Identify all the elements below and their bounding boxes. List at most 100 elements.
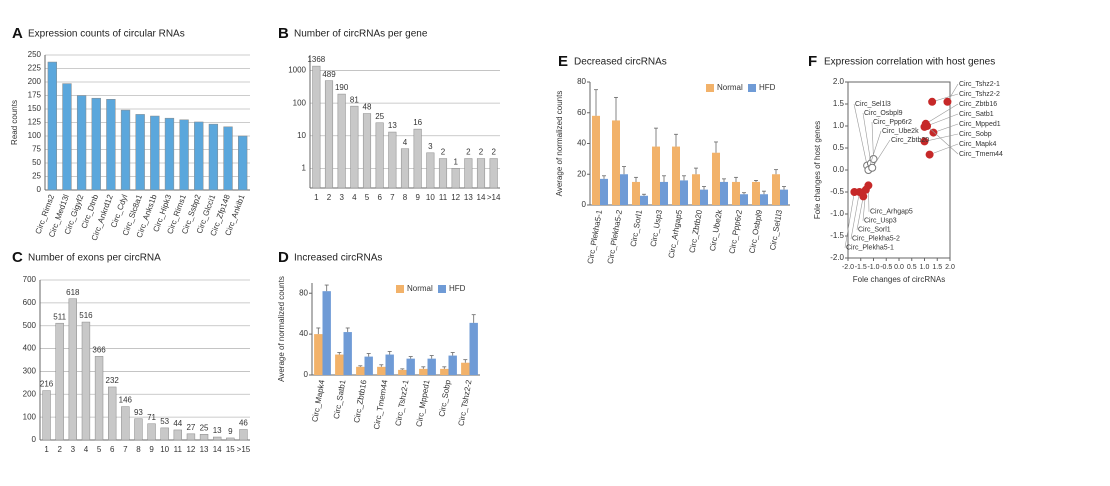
value-label: 2	[491, 148, 496, 157]
point-label: Circ_Mpped1	[959, 121, 1001, 128]
panel-letter: F	[808, 53, 817, 70]
bar	[160, 427, 169, 441]
y-tick-label: 10	[297, 131, 306, 140]
panel-letter: E	[558, 53, 568, 70]
y-tick-label: 0	[37, 185, 42, 194]
value-label: 13	[213, 426, 222, 435]
leader-line	[933, 123, 959, 133]
point-label: Circ_Osbpl9	[864, 110, 903, 117]
x-tick-label: 12	[451, 193, 460, 202]
x-tick-label: >15	[237, 445, 251, 454]
bar	[76, 95, 87, 191]
bar	[469, 322, 478, 375]
point	[928, 97, 937, 106]
bar	[68, 298, 77, 441]
x-tick-label: Circ_Sorl1	[629, 209, 644, 248]
value-label: 146	[119, 396, 133, 405]
bar	[364, 356, 373, 375]
bar	[164, 117, 175, 191]
bar	[337, 93, 346, 189]
bar	[752, 181, 760, 205]
bar	[385, 354, 394, 375]
bar	[780, 189, 788, 205]
x-tick-label: 2.0	[945, 264, 955, 271]
bar	[335, 354, 344, 375]
x-tick-label: 11	[439, 193, 448, 202]
x-tick-label: Circ_Plekha5-2	[606, 209, 624, 265]
leader-line	[926, 125, 959, 155]
x-tick-label: Circ_Osbpl9	[748, 209, 765, 254]
x-tick-label: Circ_Sel1l3	[768, 209, 784, 251]
y-tick-label: 25	[32, 172, 41, 181]
bar	[427, 358, 436, 375]
x-tick-label: 1.0	[920, 264, 930, 271]
leader-line	[924, 133, 959, 142]
x-tick-label: 9	[415, 193, 420, 202]
y-tick-label: 1.5	[833, 99, 845, 108]
point	[920, 137, 929, 146]
y-tick-label: 1.0	[833, 121, 845, 130]
legend-swatch	[706, 84, 714, 92]
bar	[343, 332, 352, 375]
x-tick-label: 10	[160, 445, 169, 454]
bar	[47, 61, 57, 191]
y-tick-label: -0.5	[830, 187, 844, 196]
leader-line	[929, 143, 959, 155]
y-tick-label: 250	[28, 50, 42, 59]
bar	[150, 115, 160, 191]
x-tick-label: 6	[377, 193, 382, 202]
value-label: 48	[363, 103, 372, 112]
x-tick-label: -1.5	[855, 264, 867, 271]
y-tick-label: 60	[577, 108, 586, 117]
bar	[772, 174, 780, 205]
bar	[108, 386, 117, 441]
x-tick-label: -1.0	[867, 264, 879, 271]
bar	[362, 113, 372, 189]
point	[923, 122, 932, 130]
y-tick-label: 150	[28, 104, 42, 113]
x-tick-label: 1	[314, 193, 319, 202]
point-label: Circ_Sorl1	[858, 227, 891, 234]
bar	[356, 366, 365, 375]
x-tick-label: 0.0	[894, 264, 904, 271]
value-label: 2	[479, 148, 484, 157]
bar	[375, 122, 384, 189]
y-tick-label: 0	[304, 370, 309, 379]
bar	[199, 434, 209, 441]
leader-line	[862, 112, 872, 164]
bar	[740, 194, 748, 205]
x-tick-label: 13	[464, 193, 473, 202]
x-tick-label: 1.5	[932, 264, 942, 271]
bar	[489, 158, 498, 189]
bar	[712, 152, 720, 205]
bar	[226, 437, 235, 441]
bar	[81, 321, 91, 441]
x-tick-label: -0.5	[880, 264, 892, 271]
point	[868, 163, 877, 172]
y-tick-label: 80	[299, 288, 308, 297]
bar	[239, 429, 248, 441]
point-label: Circ_Tmem44	[959, 151, 1003, 158]
x-tick-label: Circ_Ube2k	[708, 208, 724, 252]
bar	[94, 356, 104, 441]
bar	[377, 366, 386, 375]
x-tick-label: 10	[426, 193, 435, 202]
x-tick-label: Circ_Satb1	[332, 379, 348, 420]
legend-label: HFD	[759, 83, 776, 92]
y-tick-label: 0.5	[833, 143, 845, 152]
bar	[322, 291, 331, 375]
legend-swatch	[396, 285, 404, 293]
legend-label: Normal	[407, 284, 433, 293]
value-label: 71	[147, 413, 156, 422]
x-tick-label: 8	[403, 193, 408, 202]
x-tick-label: 2	[57, 445, 62, 454]
bar	[147, 423, 156, 441]
value-label: 190	[335, 83, 349, 92]
value-label: 9	[228, 427, 233, 436]
bar	[121, 406, 130, 441]
bar	[448, 355, 457, 375]
value-label: 46	[239, 419, 248, 428]
y-axis-label: Average of normalized counts	[555, 91, 564, 197]
x-tick-label: 15	[226, 445, 235, 454]
leader-line	[925, 103, 959, 125]
